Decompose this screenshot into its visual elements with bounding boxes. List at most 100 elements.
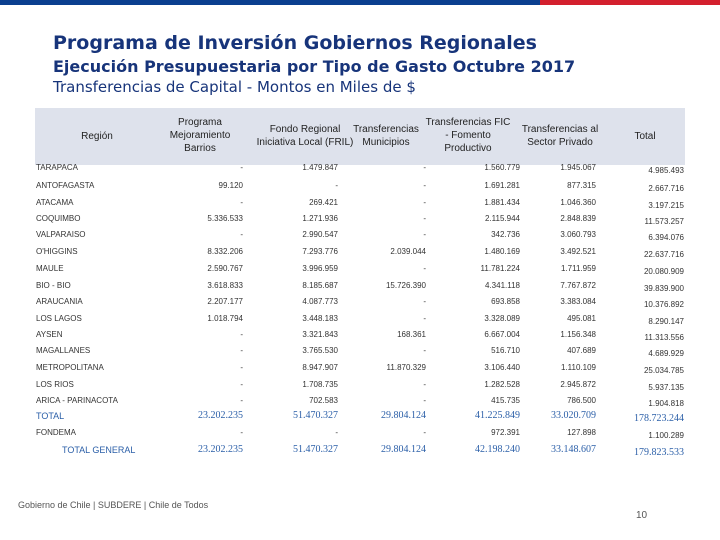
- total-label: TOTAL: [36, 411, 65, 421]
- value-cell: 178.723.244: [634, 413, 684, 424]
- value-cell: -: [423, 181, 426, 190]
- value-cell: 1.560.779: [484, 163, 520, 172]
- page-title: Programa de Inversión Gobiernos Regional…: [53, 32, 537, 54]
- region-name: BIO - BIO: [36, 281, 71, 290]
- value-cell: 1.480.169: [484, 247, 520, 256]
- value-cell: -: [240, 230, 243, 239]
- value-cell: 1.945.067: [560, 163, 596, 172]
- value-cell: -: [423, 314, 426, 323]
- value-cell: 3.197.215: [648, 201, 684, 210]
- value-cell: 4.341.118: [485, 281, 520, 290]
- value-cell: -: [240, 380, 243, 389]
- value-cell: 22.637.716: [643, 250, 684, 259]
- value-cell: 168.361: [397, 330, 426, 339]
- value-cell: 4.689.929: [648, 349, 684, 358]
- value-cell: 702.583: [309, 396, 338, 405]
- value-cell: 7.767.872: [560, 281, 596, 290]
- value-cell: -: [335, 428, 338, 437]
- region-name: ATACAMA: [36, 198, 74, 207]
- value-cell: 1.110.109: [561, 363, 596, 372]
- value-cell: 3.492.521: [560, 247, 596, 256]
- value-cell: 693.858: [491, 297, 520, 306]
- value-cell: 11.313.556: [644, 333, 684, 342]
- region-name: LOS LAGOS: [36, 314, 82, 323]
- total-general-label: TOTAL GENERAL: [62, 445, 136, 455]
- top-bar-red: [540, 0, 720, 5]
- value-cell: 1.100.289: [648, 431, 684, 440]
- value-cell: 3.383.084: [560, 297, 596, 306]
- page-number: 10: [636, 510, 648, 521]
- value-cell: 7.293.776: [302, 247, 338, 256]
- value-cell: 29.804.124: [381, 444, 426, 455]
- value-cell: -: [423, 297, 426, 306]
- top-bar-blue: [0, 0, 540, 5]
- value-cell: 1.479.847: [302, 163, 338, 172]
- value-cell: 1.046.360: [560, 198, 596, 207]
- value-cell: 2.990.547: [302, 230, 338, 239]
- value-cell: 342.736: [491, 230, 520, 239]
- value-cell: 8.290.147: [648, 317, 684, 326]
- value-cell: 3.328.089: [484, 314, 520, 323]
- column-header: Región: [81, 131, 113, 142]
- column-header: Total: [634, 131, 656, 142]
- value-cell: 516.710: [491, 346, 520, 355]
- top-color-bar: [0, 0, 720, 5]
- value-cell: 2.115.944: [485, 214, 520, 223]
- value-cell: 20.080.909: [643, 267, 684, 276]
- value-cell: 407.689: [567, 346, 596, 355]
- region-name: VALPARAISO: [36, 230, 86, 239]
- column-header: Transferencias al Sector Privado: [521, 124, 599, 148]
- value-cell: 4.985.493: [648, 166, 684, 175]
- value-cell: 2.667.716: [648, 184, 684, 193]
- value-cell: 3.060.793: [560, 230, 596, 239]
- value-cell: -: [423, 214, 426, 223]
- page-subtitle-2: Transferencias de Capital - Montos en Mi…: [53, 78, 416, 96]
- value-cell: 41.225.849: [475, 410, 520, 421]
- value-cell: 1.708.735: [302, 380, 338, 389]
- value-cell: -: [423, 198, 426, 207]
- value-cell: 8.332.206: [207, 247, 243, 256]
- value-cell: 786.500: [567, 396, 596, 405]
- value-cell: 2.590.767: [207, 264, 243, 273]
- value-cell: 3.321.843: [302, 330, 338, 339]
- value-cell: -: [423, 230, 426, 239]
- value-cell: 39.839.900: [643, 284, 684, 293]
- value-cell: 11.781.224: [480, 264, 520, 273]
- fondema-label: FONDEMA: [36, 428, 76, 437]
- column-header: Programa Mejoramiento Barrios: [169, 117, 231, 154]
- region-name: AYSEN: [36, 330, 63, 339]
- value-cell: 3.765.530: [302, 346, 338, 355]
- value-cell: 29.804.124: [381, 410, 426, 421]
- region-name: ARICA - PARINACOTA: [36, 396, 118, 405]
- region-name: ANTOFAGASTA: [36, 181, 95, 190]
- value-cell: -: [240, 163, 243, 172]
- value-cell: 11.573.257: [644, 217, 684, 226]
- value-cell: 51.470.327: [293, 444, 338, 455]
- value-cell: 10.376.892: [643, 300, 684, 309]
- value-cell: 42.198.240: [475, 444, 520, 455]
- value-cell: 1.156.348: [560, 330, 596, 339]
- value-cell: -: [423, 428, 426, 437]
- value-cell: 495.081: [567, 314, 596, 323]
- value-cell: -: [240, 396, 243, 405]
- value-cell: 269.421: [309, 198, 338, 207]
- value-cell: 2.848.839: [560, 214, 596, 223]
- value-cell: 33.020.709: [551, 410, 596, 421]
- region-name: O'HIGGINS: [36, 247, 78, 256]
- value-cell: -: [423, 264, 426, 273]
- table-header: [35, 108, 685, 165]
- region-name: LOS RIOS: [36, 380, 74, 389]
- value-cell: 2.039.044: [390, 247, 426, 256]
- region-name: MAGALLANES: [36, 346, 91, 355]
- value-cell: 1.691.281: [484, 181, 520, 190]
- region-name: METROPOLITANA: [36, 363, 104, 372]
- value-cell: 179.823.533: [634, 447, 684, 458]
- value-cell: 127.898: [567, 428, 596, 437]
- value-cell: 6.394.076: [648, 233, 684, 242]
- value-cell: -: [240, 198, 243, 207]
- value-cell: 415.735: [491, 396, 520, 405]
- value-cell: 3.106.440: [484, 363, 520, 372]
- value-cell: 972.391: [491, 428, 520, 437]
- value-cell: -: [423, 163, 426, 172]
- value-cell: 5.937.135: [648, 383, 684, 392]
